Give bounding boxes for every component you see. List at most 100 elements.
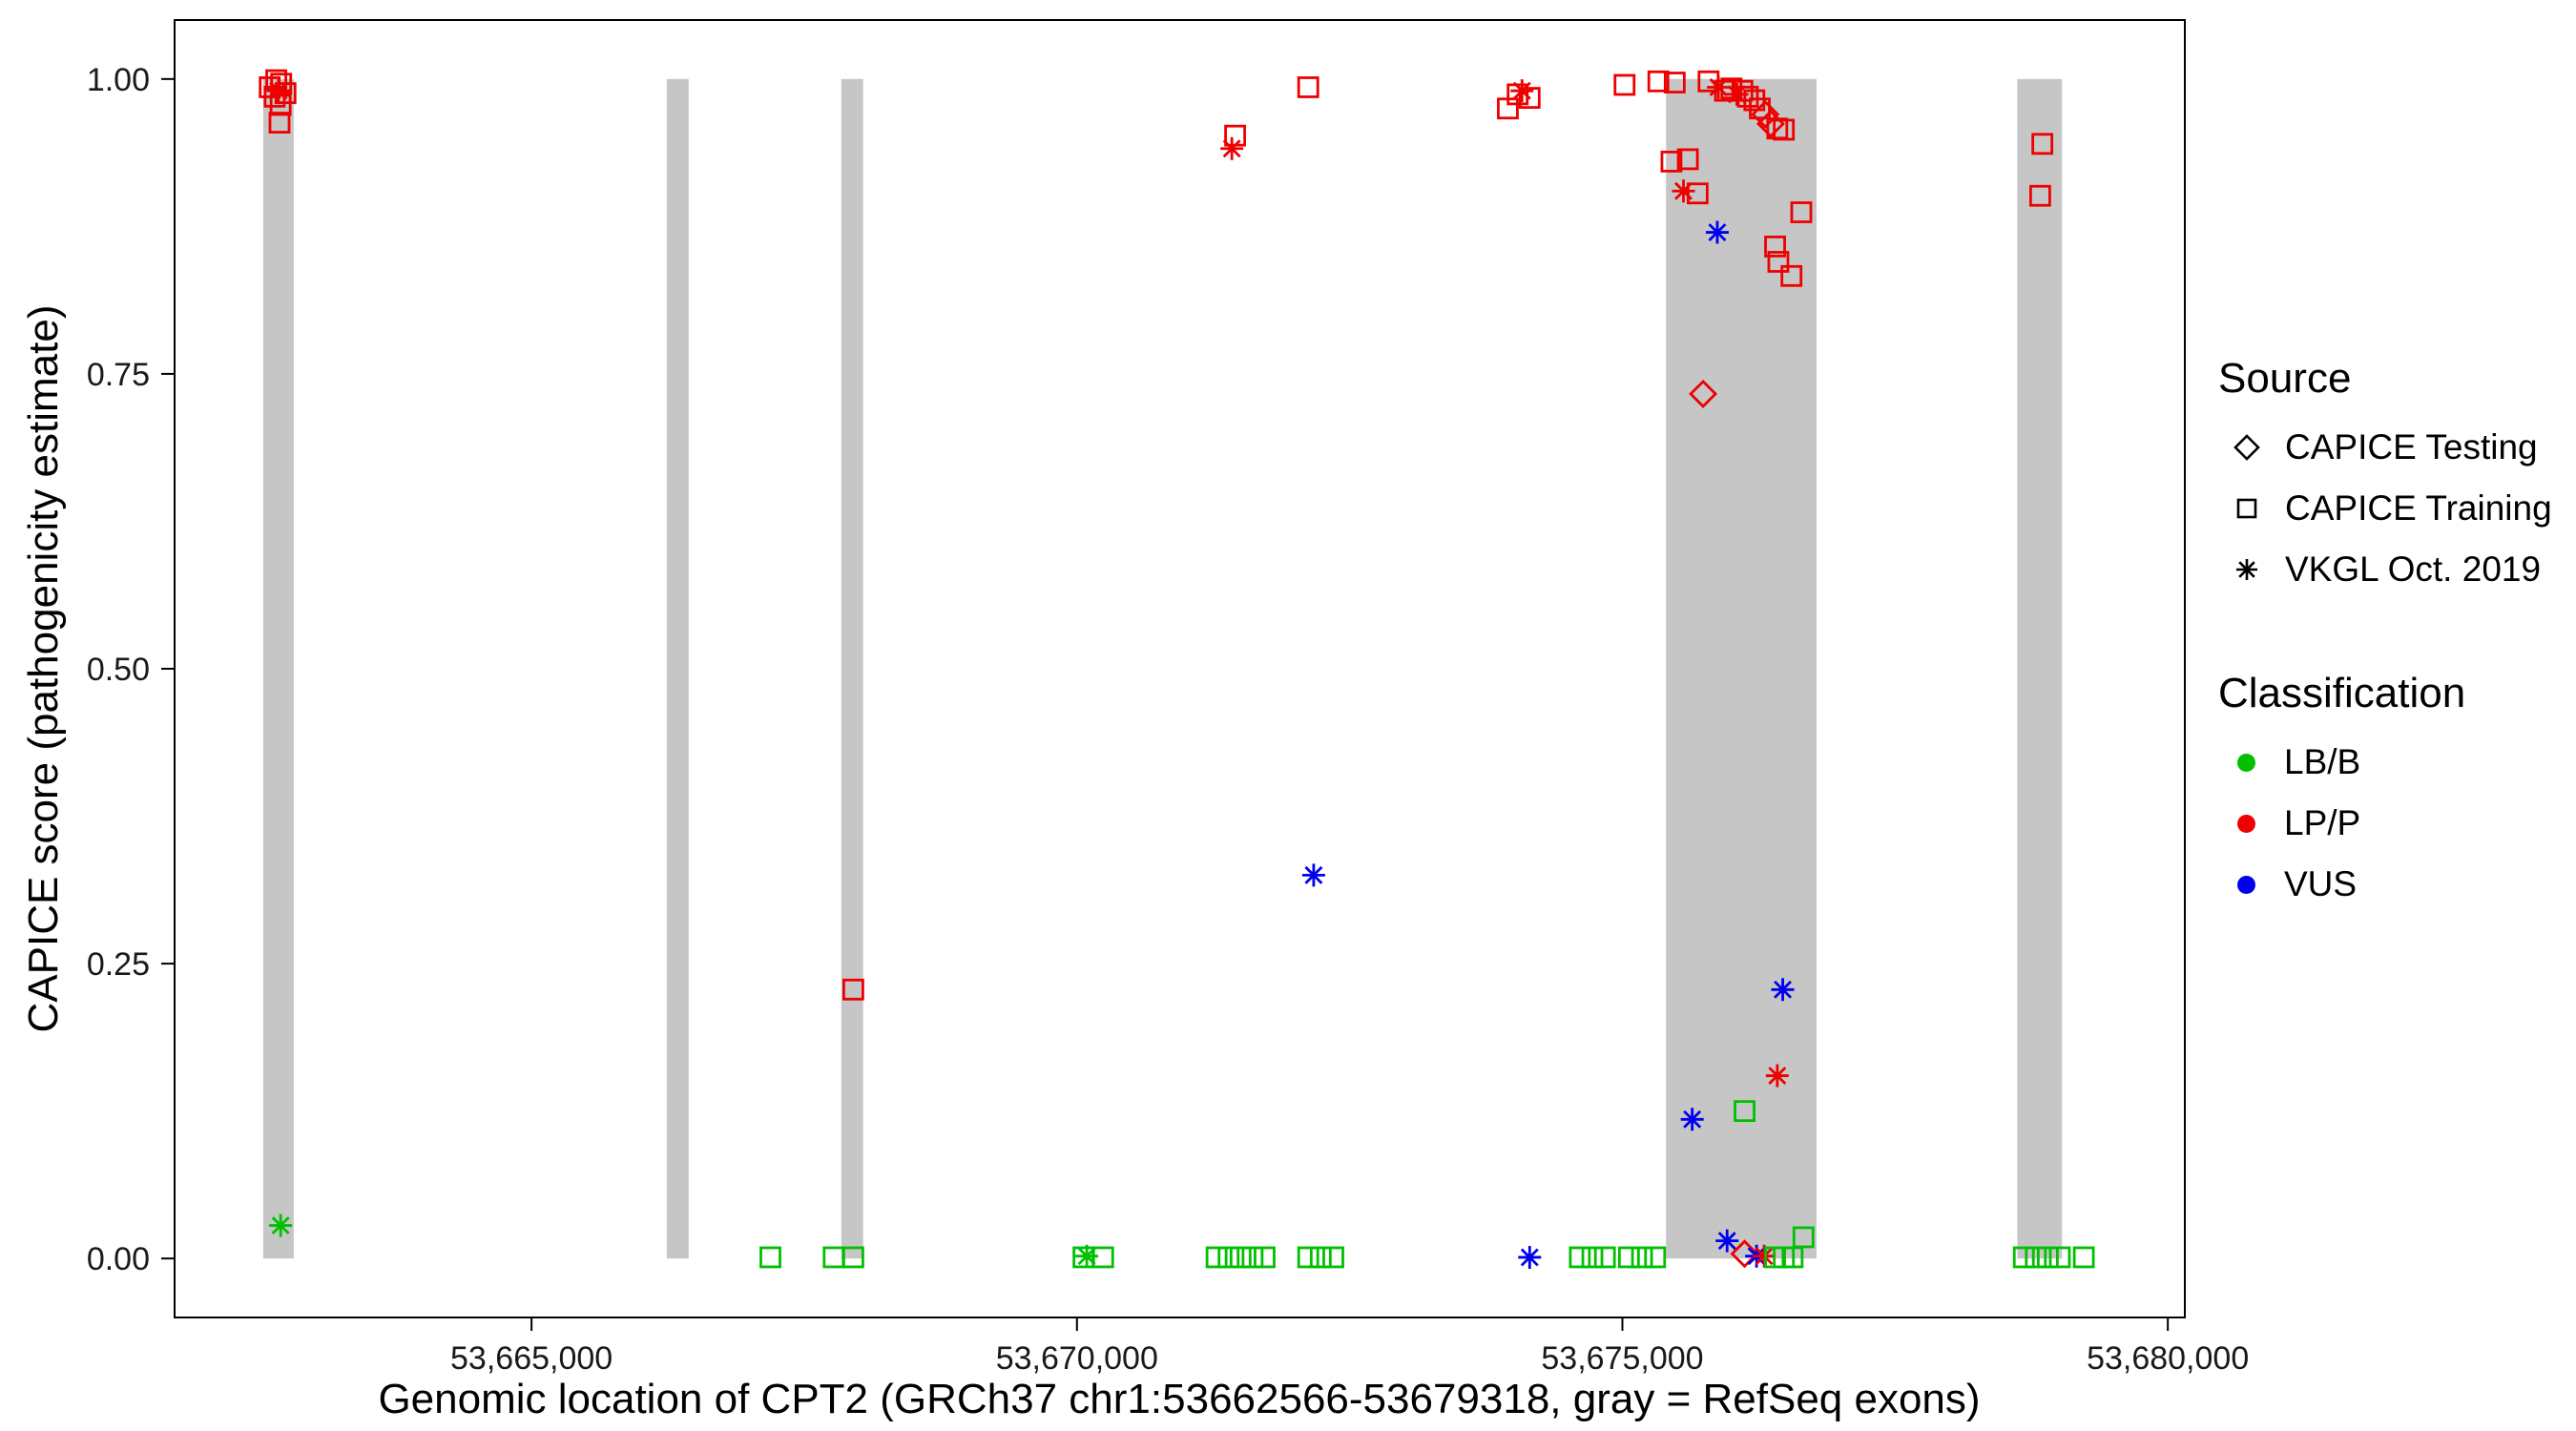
data-point xyxy=(1322,1246,1344,1269)
data-point xyxy=(1753,1244,1776,1268)
data-point xyxy=(1217,1246,1240,1269)
legend-source-title: Source xyxy=(2218,355,2352,402)
legend-classification-title: Classification xyxy=(2218,670,2466,716)
data-point xyxy=(2025,1246,2047,1269)
data-point xyxy=(1780,264,1803,287)
legend-item-label: VUS xyxy=(2284,864,2358,903)
data-point xyxy=(1680,1108,1704,1131)
data-point xyxy=(1631,1246,1653,1269)
data-point xyxy=(1568,1246,1591,1269)
exon-band xyxy=(2017,78,2063,1259)
data-point xyxy=(2036,1246,2059,1269)
data-point xyxy=(1593,1246,1616,1269)
x-tick-label: 53,675,000 xyxy=(1541,1340,1703,1377)
data-point xyxy=(2072,1246,2095,1269)
x-tick-label: 53,670,000 xyxy=(996,1340,1158,1377)
data-point xyxy=(1764,235,1786,258)
data-point xyxy=(759,1246,781,1269)
legend: Source CAPICE Testing CAPICE Training VK… xyxy=(2218,355,2571,925)
legend-item-label: VKGL Oct. 2019 xyxy=(2285,550,2542,589)
legend-item-label: CAPICE Training xyxy=(2285,488,2552,528)
data-point xyxy=(1734,1100,1755,1123)
data-point xyxy=(1705,220,1729,244)
data-point xyxy=(1205,1246,1228,1269)
y-tick-label: 0.25 xyxy=(87,946,150,983)
data-point xyxy=(266,79,290,103)
exon-band xyxy=(666,78,689,1259)
data-point xyxy=(1767,251,1790,273)
data-point xyxy=(1715,1229,1739,1253)
data-point xyxy=(1254,1246,1276,1269)
legend-item-label: LP/P xyxy=(2284,803,2361,842)
data-point xyxy=(1518,87,1541,109)
data-point xyxy=(1725,82,1749,106)
data-point xyxy=(1781,1246,1804,1269)
data-point xyxy=(822,1246,845,1269)
data-point xyxy=(2012,1246,2035,1269)
asterisk-icon xyxy=(2236,559,2257,580)
data-point xyxy=(1644,1246,1667,1269)
data-point xyxy=(1241,1246,1264,1269)
data-point xyxy=(274,82,297,105)
y-tick-label: 0.50 xyxy=(87,652,150,688)
data-point xyxy=(2048,1246,2071,1269)
data-point xyxy=(1229,1246,1252,1269)
data-point xyxy=(269,1213,293,1237)
data-point xyxy=(1220,136,1244,160)
x-tick-label: 53,665,000 xyxy=(450,1340,613,1377)
data-point xyxy=(268,112,291,134)
data-point xyxy=(2031,133,2054,156)
square-icon xyxy=(2236,498,2257,519)
lbb-color-dot xyxy=(2237,753,2255,772)
legend-item-lbb: LB/B xyxy=(2218,742,2571,782)
data-point xyxy=(1075,1244,1099,1268)
lpp-color-dot xyxy=(2237,814,2255,833)
exon-band xyxy=(1666,78,1817,1259)
data-point xyxy=(1301,863,1325,887)
x-tick-label: 53,680,000 xyxy=(2087,1340,2249,1377)
data-point xyxy=(1672,179,1695,203)
data-point xyxy=(1647,70,1670,93)
exon-band xyxy=(262,78,294,1259)
data-point xyxy=(1663,72,1686,93)
data-point xyxy=(269,93,292,116)
data-point xyxy=(1510,79,1534,103)
data-point xyxy=(1091,1246,1114,1269)
data-point xyxy=(1792,1226,1815,1249)
data-point xyxy=(1773,118,1796,141)
y-axis-title: CAPICE score (pathogenicity estimate) xyxy=(20,304,67,1033)
y-tick-label: 1.00 xyxy=(87,62,150,98)
data-point xyxy=(1765,1064,1789,1088)
legend-item-vkgl: VKGL Oct. 2019 xyxy=(2218,550,2571,590)
legend-item-label: CAPICE Testing xyxy=(2285,427,2538,467)
legend-item-capice-training: CAPICE Training xyxy=(2218,488,2571,529)
data-point xyxy=(1689,379,1718,408)
data-point xyxy=(842,1246,864,1269)
exon-band xyxy=(841,78,863,1259)
data-point xyxy=(1581,1246,1604,1269)
data-point xyxy=(1224,124,1246,147)
diamond-icon xyxy=(2233,434,2260,461)
data-point xyxy=(1790,201,1813,223)
data-point xyxy=(1736,85,1759,108)
data-point xyxy=(1613,73,1636,96)
data-point xyxy=(1676,148,1699,171)
data-point xyxy=(1771,978,1795,1002)
data-point xyxy=(2028,184,2051,207)
data-point xyxy=(1749,97,1771,120)
data-point xyxy=(1660,150,1683,173)
y-tick-label: 0.00 xyxy=(87,1241,150,1277)
data-point xyxy=(1297,76,1319,98)
legend-item-vus: VUS xyxy=(2218,864,2571,904)
data-point xyxy=(1518,1245,1542,1269)
data-point xyxy=(1730,1239,1759,1269)
data-point xyxy=(1751,99,1780,129)
data-point xyxy=(1297,1246,1319,1269)
x-axis-title: Genomic location of CPT2 (GRCh37 chr1:53… xyxy=(378,1376,1981,1422)
data-point xyxy=(842,978,864,1001)
panel-border xyxy=(174,19,2186,1318)
legend-item-capice-testing: CAPICE Testing xyxy=(2218,427,2571,467)
legend-item-label: LB/B xyxy=(2284,742,2361,781)
data-point xyxy=(1617,1246,1640,1269)
